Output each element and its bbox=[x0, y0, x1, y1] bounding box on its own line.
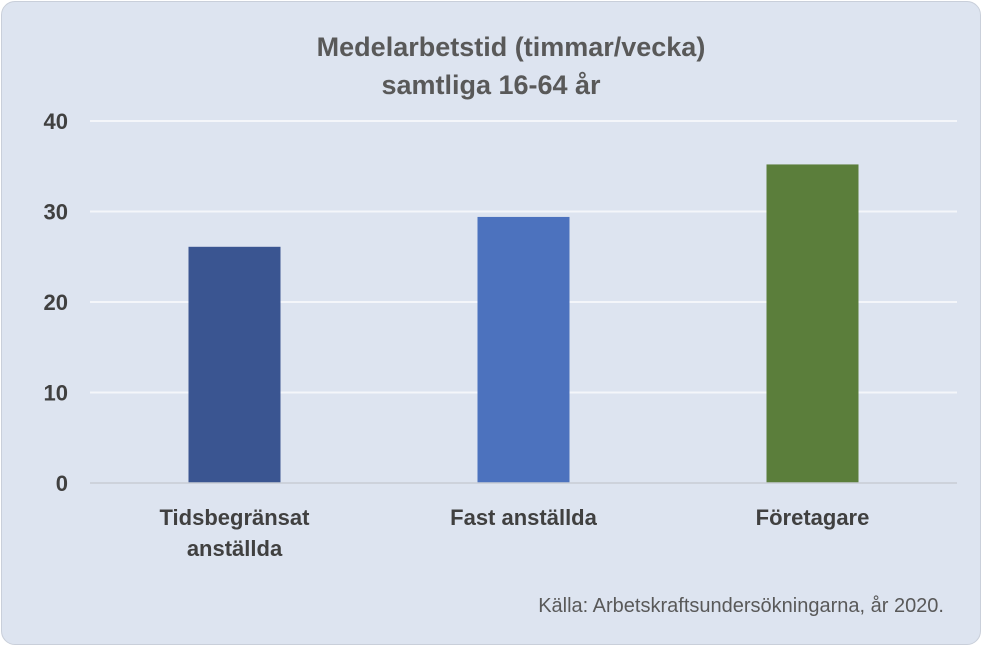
x-category-label: Fast anställda bbox=[450, 505, 597, 530]
source-note: Källa: Arbetskraftsundersökningarna, år … bbox=[538, 595, 944, 617]
chart-title-line-2: samtliga 16-64 år bbox=[381, 70, 601, 100]
bar bbox=[188, 246, 281, 483]
y-tick-label: 0 bbox=[56, 471, 68, 496]
bars bbox=[188, 164, 859, 483]
bar bbox=[477, 216, 570, 483]
bar bbox=[766, 164, 859, 483]
y-tick-label: 30 bbox=[44, 200, 68, 225]
x-category-label: anställda bbox=[187, 536, 283, 561]
x-axis-categories: Tidsbegränsat anställda Fast anställda Före… bbox=[160, 505, 870, 561]
x-category-label: Företagare bbox=[756, 505, 870, 530]
y-tick-label: 40 bbox=[44, 109, 68, 134]
x-category-label: Tidsbegränsat bbox=[160, 505, 311, 530]
y-axis-ticks: 0 10 20 30 40 bbox=[44, 109, 68, 496]
chart-title-line-1: Medelarbetstid (timmar/vecka) bbox=[316, 32, 706, 62]
y-tick-label: 20 bbox=[44, 290, 68, 315]
y-tick-label: 10 bbox=[44, 381, 68, 406]
